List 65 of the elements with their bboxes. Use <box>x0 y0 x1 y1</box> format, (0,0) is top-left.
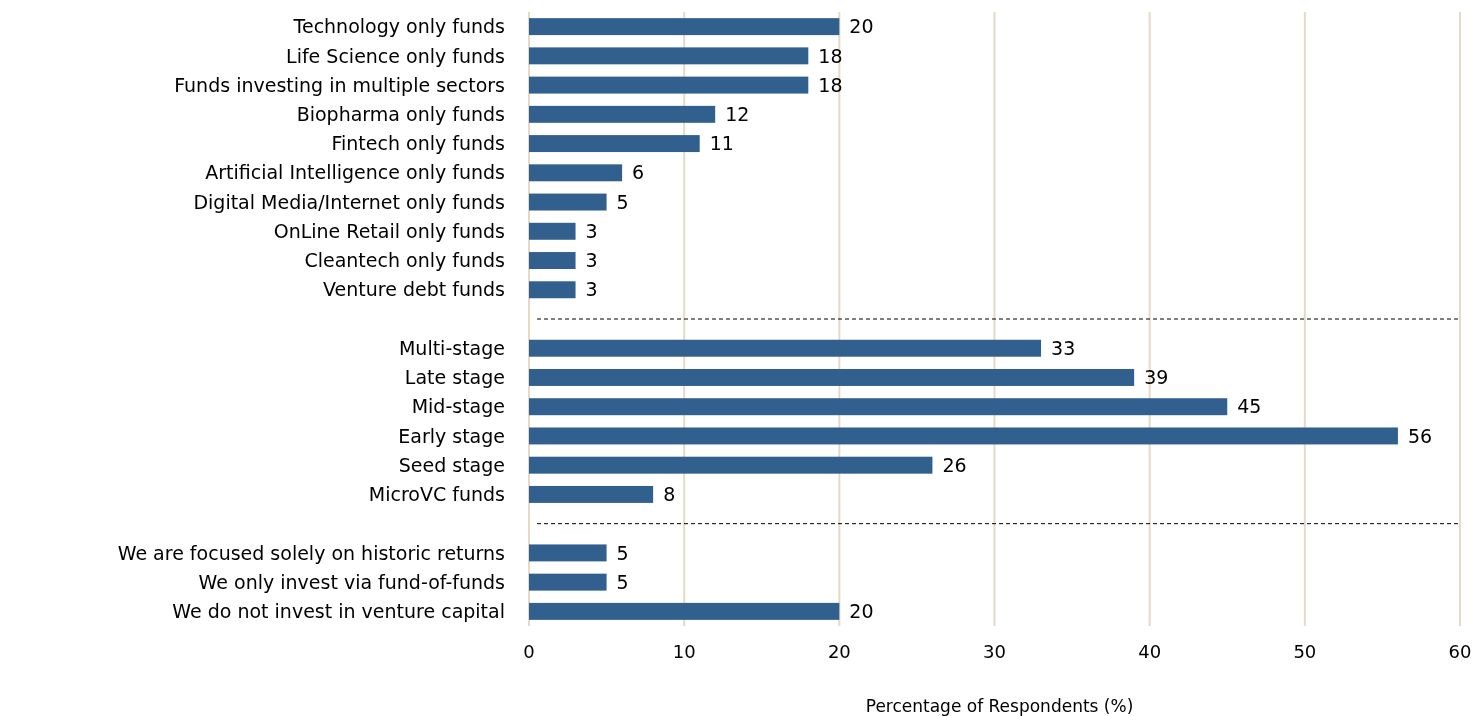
bar <box>529 573 607 591</box>
data-label: 26 <box>942 453 967 476</box>
bar <box>529 164 623 182</box>
bar <box>529 398 1228 416</box>
data-label: 20 <box>849 600 874 623</box>
y-tick-label: Funds investing in multiple sectors <box>174 73 505 96</box>
x-tick-label: 10 <box>672 641 696 662</box>
bar <box>529 135 700 153</box>
y-tick-label: MicroVC funds <box>368 483 505 506</box>
data-label: 45 <box>1237 395 1262 418</box>
bar <box>529 252 576 269</box>
y-tick-label: We only invest via fund-of-funds <box>198 570 505 593</box>
data-label: 11 <box>709 132 734 155</box>
y-tick-label: Fintech only funds <box>331 132 505 155</box>
bar <box>529 18 840 36</box>
x-tick-label: 0 <box>523 641 535 662</box>
data-label: 3 <box>585 249 598 272</box>
y-tick-label: Late stage <box>404 366 505 389</box>
x-tick-label: 20 <box>827 641 851 662</box>
bar <box>529 369 1135 386</box>
data-label: 56 <box>1407 424 1433 447</box>
bar <box>529 544 607 562</box>
bar <box>529 456 933 474</box>
bar <box>529 105 716 123</box>
data-label: 18 <box>818 44 843 67</box>
y-tick-label: Early stage <box>398 424 505 447</box>
bar <box>529 602 840 620</box>
x-tick-label: 40 <box>1138 641 1162 662</box>
data-label: 39 <box>1144 366 1169 389</box>
bar <box>529 47 809 65</box>
y-tick-label: We do not invest in venture capital <box>172 600 505 623</box>
bar <box>529 281 576 299</box>
data-label: 8 <box>663 483 676 506</box>
data-label: 3 <box>585 278 598 301</box>
bar <box>529 76 809 94</box>
y-tick-label: Mid-stage <box>411 395 505 418</box>
x-tick-label: 50 <box>1293 641 1317 662</box>
data-label: 20 <box>849 15 874 38</box>
y-tick-label: Artificial Intelligence only funds <box>205 161 505 184</box>
data-label: 5 <box>616 190 629 213</box>
x-tick-label: 30 <box>983 641 1006 662</box>
data-label: 6 <box>632 161 645 184</box>
data-label: 12 <box>725 102 750 125</box>
y-tick-label: Venture debt funds <box>323 278 505 301</box>
data-label: 3 <box>585 219 598 242</box>
bar <box>529 193 607 211</box>
bar <box>529 339 1042 357</box>
bar <box>529 485 654 503</box>
y-tick-label: Seed stage <box>398 453 505 476</box>
data-label: 18 <box>818 73 843 96</box>
x-axis-title: Percentage of Respondents (%) <box>865 696 1134 716</box>
y-tick-label: Multi-stage <box>398 336 505 359</box>
x-tick-label: 60 <box>1448 641 1472 662</box>
y-tick-label: Technology only funds <box>292 15 505 38</box>
y-tick-label: Biopharma only funds <box>296 102 505 125</box>
y-tick-label: Digital Media/Internet only funds <box>193 190 505 213</box>
bar <box>529 222 576 240</box>
data-label: 5 <box>616 541 629 564</box>
y-tick-label: Life Science only funds <box>286 44 505 67</box>
data-label: 33 <box>1051 336 1076 359</box>
y-tick-label: We are focused solely on historic returns <box>117 541 505 564</box>
y-tick-label: Cleantech only funds <box>304 249 505 272</box>
data-label: 5 <box>616 570 629 593</box>
bar <box>529 427 1398 445</box>
y-tick-label: OnLine Retail only funds <box>273 219 505 242</box>
